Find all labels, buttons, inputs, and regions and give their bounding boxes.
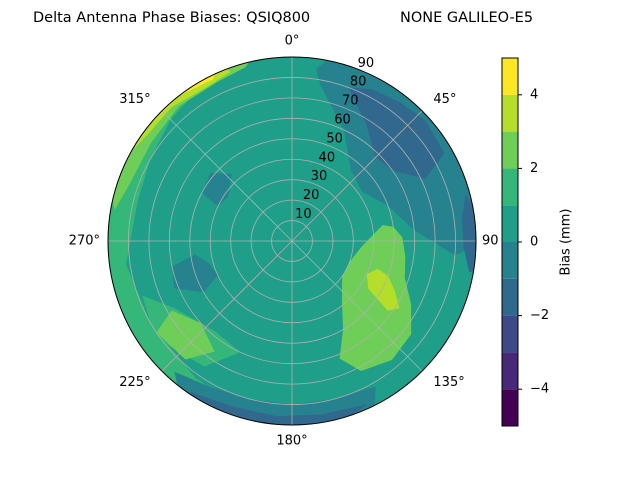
overlay: 10 20 30 40 50 60 70 80 90 0° 45° 90 135° 180° 225° 270… — [69, 34, 499, 449]
theta-tick-label: 0° — [285, 34, 300, 49]
contour-region — [120, 60, 231, 162]
colorbar-band — [502, 131, 518, 169]
colorbar-tick-label: −4 — [530, 382, 549, 397]
colorbar-band — [502, 168, 518, 206]
colorbar-tick-label: 2 — [530, 161, 538, 176]
polar-frame — [107, 56, 477, 426]
contour-region — [156, 310, 215, 360]
contour-region — [462, 194, 476, 273]
colorbar-tick-label: 0 — [530, 235, 538, 250]
r-tick-label: 60 — [334, 112, 351, 127]
r-tick-label: 80 — [350, 75, 367, 90]
colorbar-band — [502, 94, 518, 132]
theta-tick-label: 180° — [276, 434, 307, 449]
colorbar-band — [502, 352, 518, 390]
theta-tick-label: 315° — [119, 92, 150, 107]
grid-spoke — [161, 240, 293, 372]
theta-tick-label: 270° — [69, 234, 100, 249]
colorbar-band — [502, 389, 518, 426]
colorbar-band — [502, 58, 518, 95]
colorbar-tick-label: −2 — [530, 308, 549, 323]
colorbar-band — [502, 205, 518, 242]
colorbar-tick-label: 4 — [530, 87, 538, 102]
r-tick-label: 20 — [303, 188, 320, 203]
colorbar-band — [502, 278, 518, 316]
r-tick-label: 40 — [319, 150, 336, 165]
r-tick-label: 30 — [311, 169, 328, 184]
colorbar-band — [502, 242, 518, 279]
grid-spoke — [161, 110, 293, 242]
r-tick-label: 90 — [358, 56, 375, 71]
contour-region — [366, 268, 400, 311]
theta-tick-label: 90 — [482, 234, 499, 249]
theta-tick-label: 45° — [433, 92, 456, 107]
colorbar-label: Bias (mm) — [559, 209, 574, 276]
chart-subtitle: NONE GALILEO-E5 — [400, 10, 533, 26]
contour-region — [347, 87, 445, 179]
contour-region — [339, 225, 412, 371]
chart-title: Delta Antenna Phase Biases: QSIQ800 — [33, 10, 310, 26]
theta-tick-label: 225° — [119, 375, 150, 390]
colorbar-band — [502, 315, 518, 353]
grid-spoke — [291, 240, 423, 372]
r-tick-label: 70 — [342, 94, 359, 109]
r-tick-label: 10 — [295, 207, 312, 222]
theta-tick-label: 135° — [433, 375, 464, 390]
grid-spoke — [291, 110, 423, 242]
r-tick-label: 50 — [326, 131, 343, 146]
